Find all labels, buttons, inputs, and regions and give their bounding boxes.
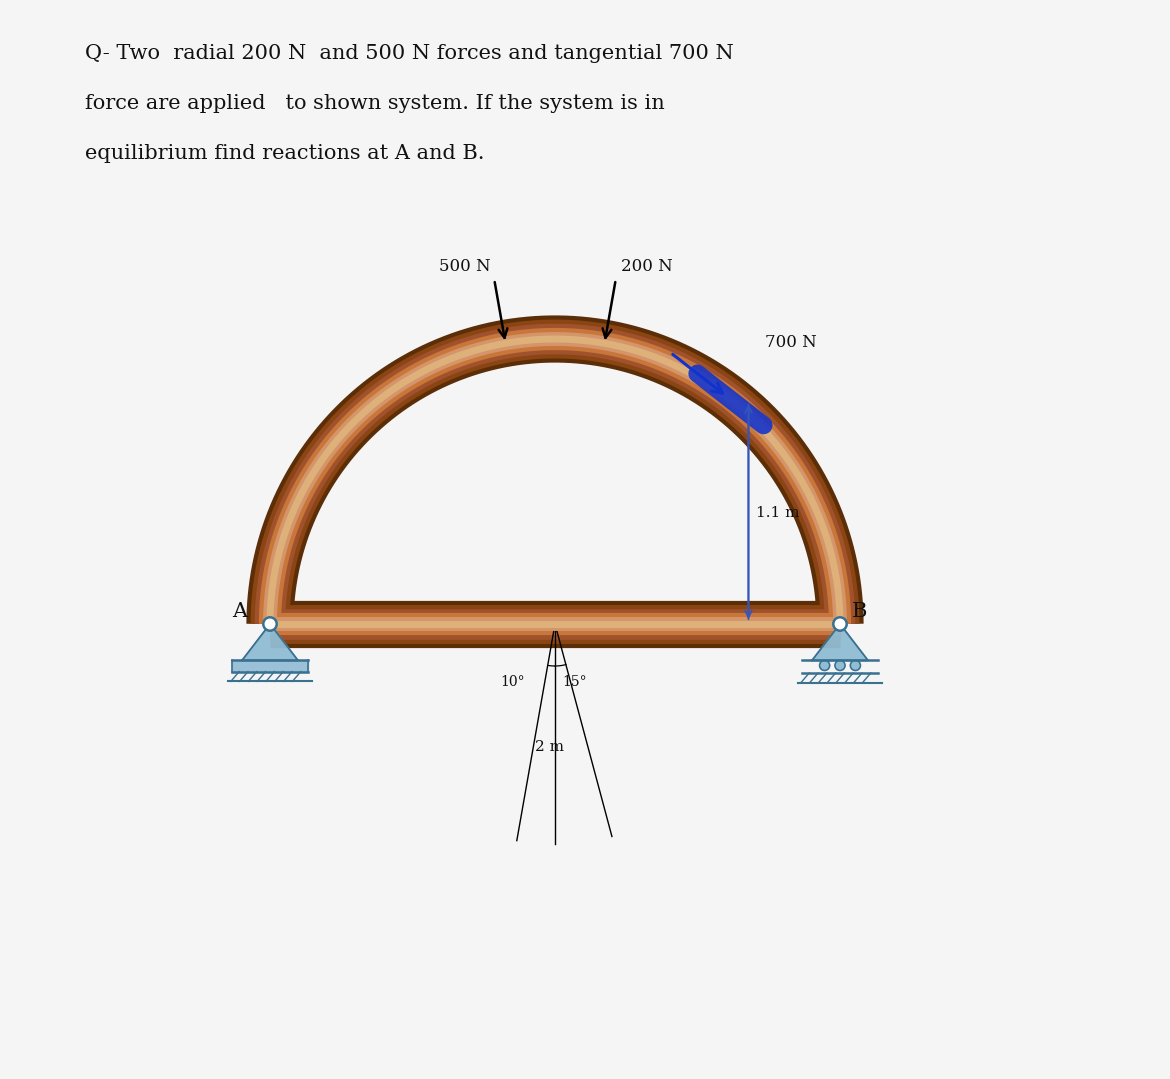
Text: 2 m: 2 m <box>536 740 564 754</box>
Text: 700 N: 700 N <box>765 334 817 352</box>
Polygon shape <box>812 624 868 660</box>
Text: 15°: 15° <box>562 675 586 689</box>
Text: 1.1 m: 1.1 m <box>757 506 800 520</box>
Circle shape <box>851 660 860 670</box>
Text: 500 N: 500 N <box>439 258 491 275</box>
Text: force are applied   to shown system. If the system is in: force are applied to shown system. If th… <box>85 94 665 113</box>
Text: A: A <box>232 602 247 622</box>
Circle shape <box>835 660 845 670</box>
Circle shape <box>263 617 277 631</box>
Text: B: B <box>852 602 867 622</box>
Circle shape <box>819 660 830 670</box>
Text: equilibrium find reactions at A and B.: equilibrium find reactions at A and B. <box>85 144 484 163</box>
Polygon shape <box>242 624 298 660</box>
Text: 10°: 10° <box>500 675 524 689</box>
Text: 200 N: 200 N <box>621 258 673 275</box>
Polygon shape <box>232 660 308 671</box>
Circle shape <box>833 617 847 631</box>
Text: Q- Two  radial 200 N  and 500 N forces and tangential 700 N: Q- Two radial 200 N and 500 N forces and… <box>85 44 734 63</box>
